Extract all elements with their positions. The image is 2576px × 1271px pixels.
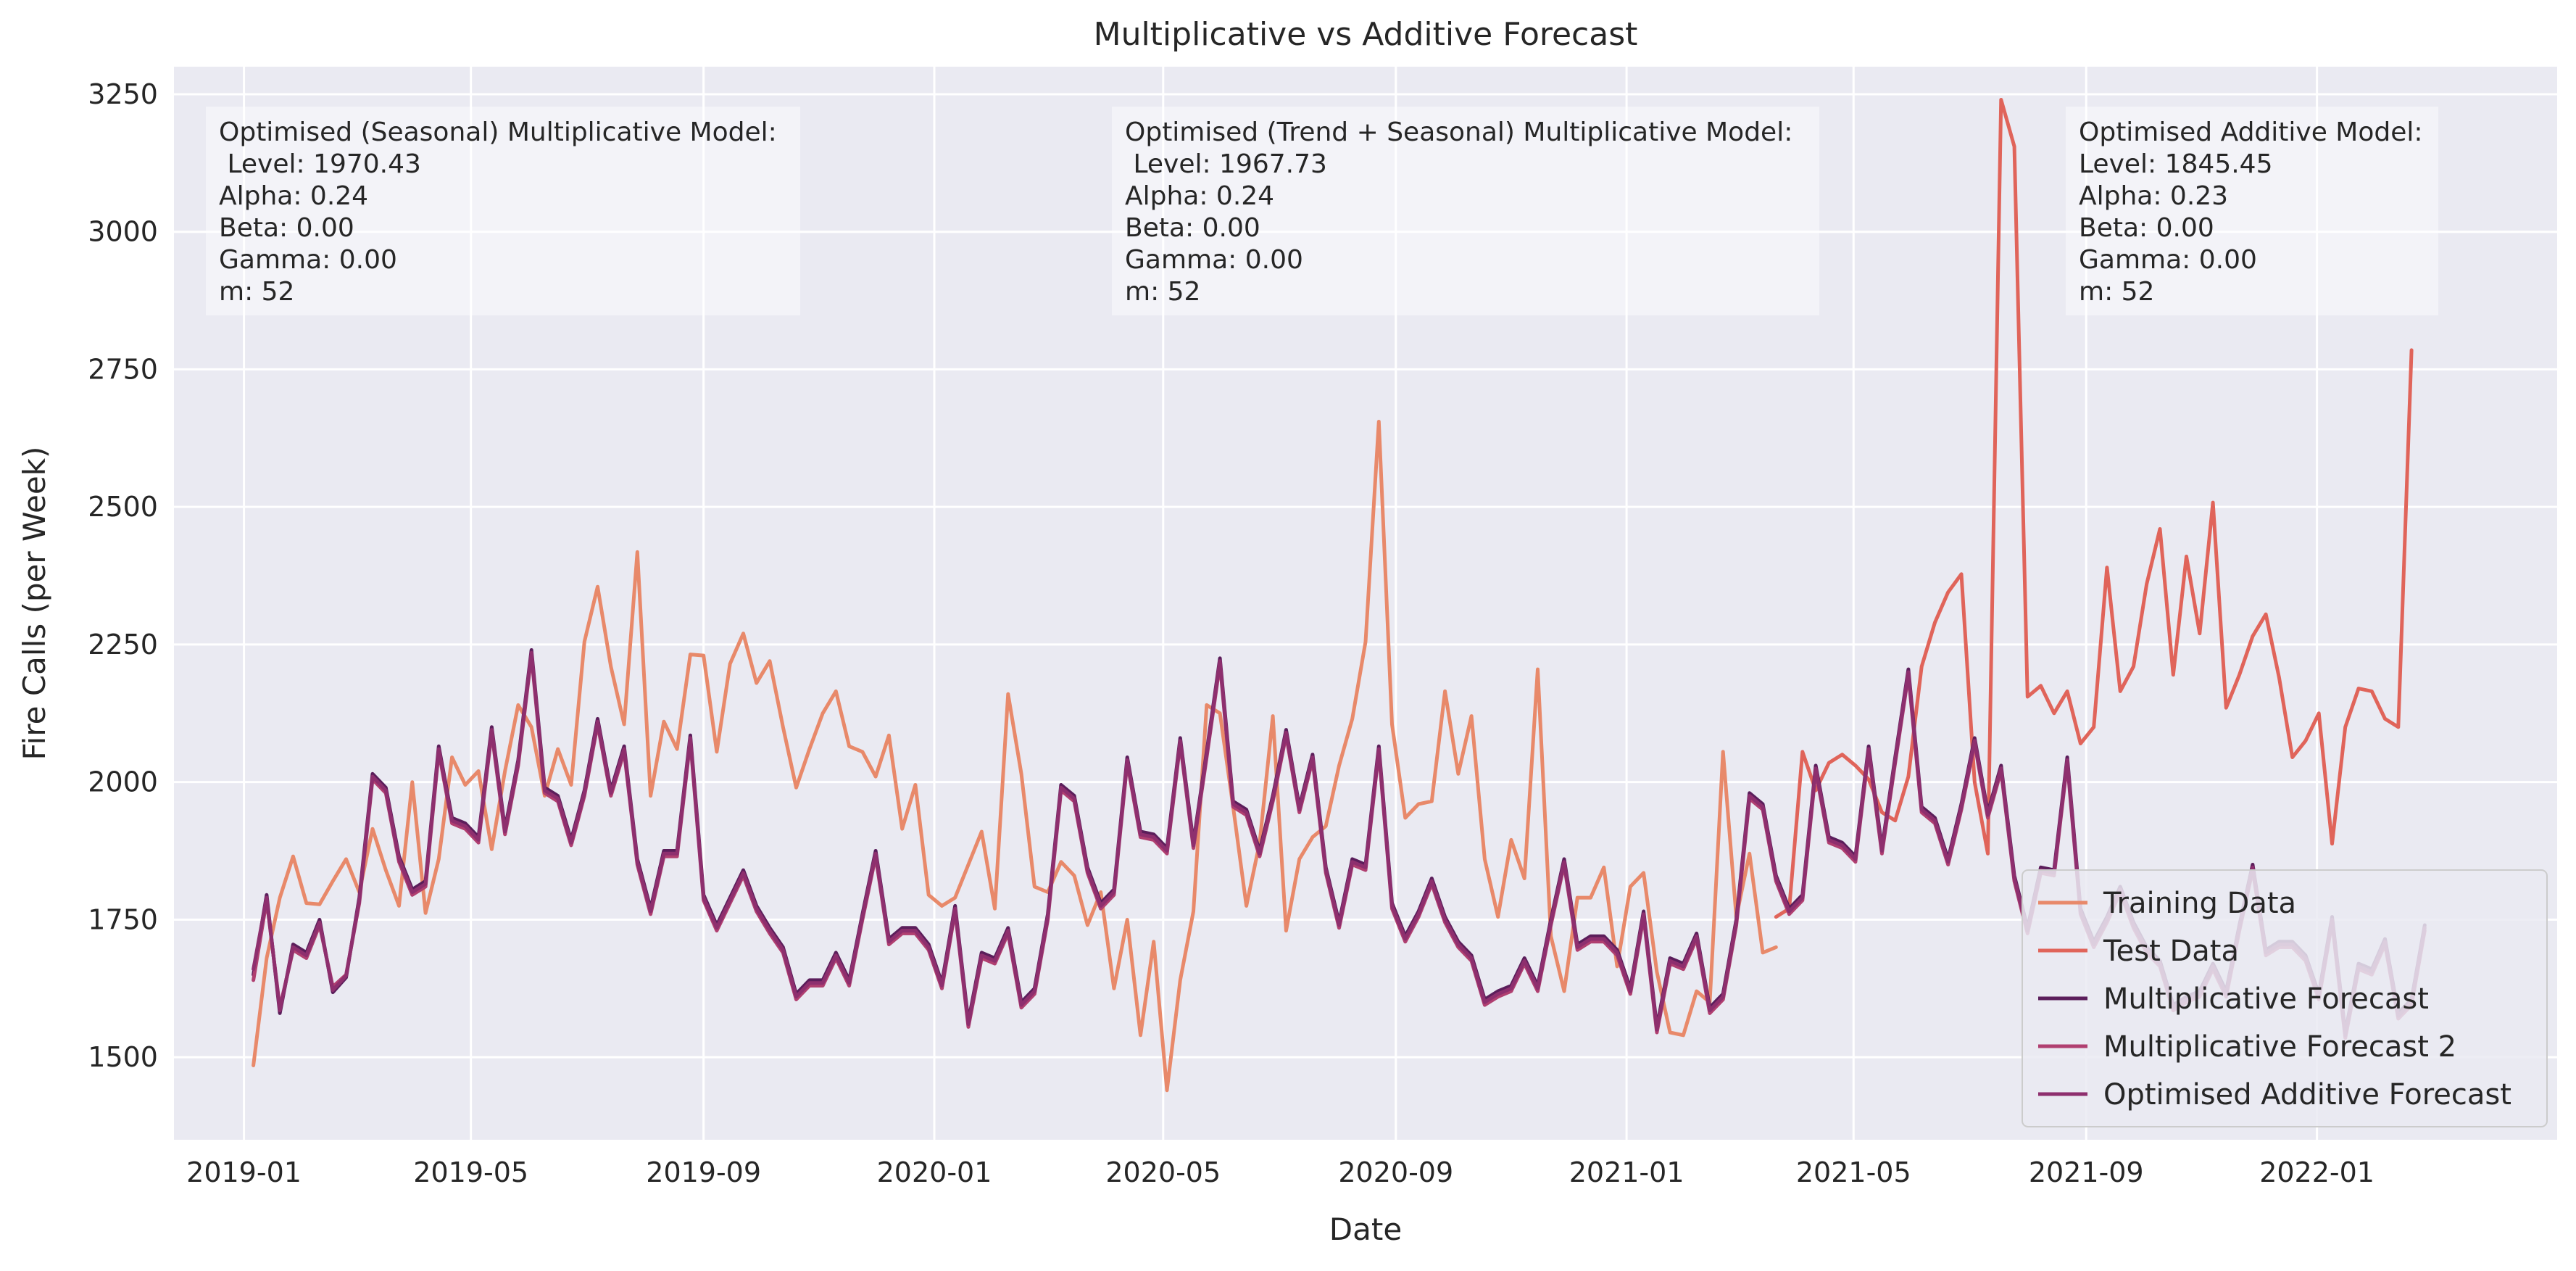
annotation-line: Beta: 0.00 [219, 213, 354, 243]
legend-label: Multiplicative Forecast 2 [2103, 1030, 2456, 1064]
y-tick-label: 2000 [88, 766, 158, 798]
y-tick-label: 3000 [88, 216, 158, 248]
annotation-line: Alpha: 0.24 [219, 181, 368, 211]
x-tick-label: 2020-01 [877, 1156, 992, 1188]
annotation-line: m: 52 [2079, 277, 2154, 307]
annotation-line: m: 52 [219, 277, 294, 307]
annotation-line: Beta: 0.00 [1125, 213, 1260, 243]
annotation-line: Alpha: 0.23 [2079, 181, 2228, 211]
annotation-line: Optimised Additive Model: [2079, 117, 2423, 147]
annotation-background [1112, 107, 1819, 315]
legend-label: Training Data [2103, 887, 2296, 920]
legend-frame [2022, 869, 2548, 1127]
annotation-line: m: 52 [1125, 277, 1200, 307]
x-tick-label: 2021-05 [1796, 1156, 1911, 1188]
annotation-line: Optimised (Seasonal) Multiplicative Mode… [219, 117, 777, 147]
chart-title: Multiplicative vs Additive Forecast [1094, 16, 1638, 53]
legend-entry-optimised-additive-forecast: Optimised Additive Forecast [2038, 1078, 2511, 1111]
y-tick-label: 2750 [88, 353, 158, 385]
legend-label: Multiplicative Forecast [2103, 982, 2429, 1016]
series-line-optimised-additive-forecast [252, 650, 2427, 1038]
y-tick-label: 1750 [88, 903, 158, 935]
y-tick-label: 2500 [88, 491, 158, 523]
x-tick-label: 2020-05 [1105, 1156, 1221, 1188]
y-tick-label: 3250 [88, 78, 158, 110]
legend-entry-training-data: Training Data [2038, 887, 2296, 920]
series-layer [252, 98, 2427, 1093]
annotation-line: Level: 1967.73 [1125, 149, 1327, 179]
legend-entry-multiplicative-forecast: Multiplicative Forecast [2038, 982, 2429, 1016]
y-axis: 1500 1750 2000 2250 2500 2750 3000 3250 [88, 78, 158, 1073]
annotation-line: Level: 1845.45 [2079, 149, 2272, 179]
y-tick-label: 2250 [88, 629, 158, 661]
legend-entry-multiplicative-forecast-2: Multiplicative Forecast 2 [2038, 1030, 2456, 1064]
x-tick-label: 2020-09 [1338, 1156, 1453, 1188]
annotation-line: Gamma: 0.00 [1125, 245, 1303, 275]
x-tick-label: 2021-01 [1569, 1156, 1684, 1188]
x-axis: 2019-01 2019-05 2019-09 2020-01 2020-05 2020-… [186, 1156, 2375, 1188]
annotation-line: Optimised (Trend + Seasonal) Multiplicat… [1125, 117, 1792, 147]
annotation-line: Level: 1970.43 [219, 149, 421, 179]
x-axis-label: Date [1329, 1212, 1402, 1247]
model-annotations: Optimised (Seasonal) Multiplicative Mode… [206, 107, 2438, 315]
annotation-line: Gamma: 0.00 [2079, 245, 2257, 275]
annotation-background [206, 107, 800, 315]
series-line-training-data [252, 420, 1778, 1093]
annotation-box-right: Optimised Additive Model:Level: 1845.45A… [2066, 107, 2438, 315]
annotation-line: Gamma: 0.00 [219, 245, 397, 275]
y-axis-label: Fire Calls (per Week) [17, 447, 52, 761]
annotation-box-center: Optimised (Trend + Seasonal) Multiplicat… [1112, 107, 1819, 315]
x-tick-label: 2021-09 [2029, 1156, 2144, 1188]
y-tick-label: 1500 [88, 1041, 158, 1073]
series-line-test-data [1774, 98, 2414, 919]
legend-label: Test Data [2103, 935, 2239, 968]
x-tick-label: 2022-01 [2259, 1156, 2375, 1188]
x-tick-label: 2019-01 [186, 1156, 302, 1188]
annotation-box-left: Optimised (Seasonal) Multiplicative Mode… [206, 107, 800, 315]
legend-label: Optimised Additive Forecast [2103, 1078, 2511, 1111]
annotation-line: Beta: 0.00 [2079, 213, 2214, 243]
legend: Training Data Test Data Multiplicative For… [2022, 869, 2548, 1127]
annotation-background [2066, 107, 2438, 315]
x-tick-label: 2019-09 [646, 1156, 761, 1188]
annotation-line: Alpha: 0.24 [1125, 181, 1274, 211]
x-tick-label: 2019-05 [413, 1156, 528, 1188]
legend-entry-test-data: Test Data [2038, 935, 2239, 968]
